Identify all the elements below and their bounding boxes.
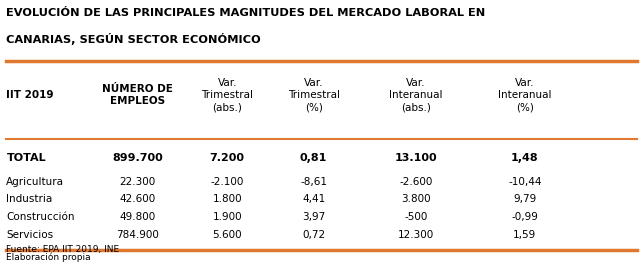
Text: Var.
Interanual
(%): Var. Interanual (%) (498, 78, 552, 112)
Text: 1.800: 1.800 (212, 194, 242, 204)
Text: Construcción: Construcción (6, 212, 75, 222)
Text: 7.200: 7.200 (210, 153, 244, 163)
Text: 899.700: 899.700 (112, 153, 163, 163)
Text: Var.
Interanual
(abs.): Var. Interanual (abs.) (389, 78, 443, 112)
Text: Elaboración propia: Elaboración propia (6, 253, 91, 262)
Text: 42.600: 42.600 (120, 194, 156, 204)
Text: -2.100: -2.100 (211, 176, 244, 187)
Text: 1,59: 1,59 (513, 229, 536, 240)
Text: 4,41: 4,41 (302, 194, 325, 204)
Text: 12.300: 12.300 (398, 229, 434, 240)
Text: IIT 2019: IIT 2019 (6, 90, 54, 100)
Text: 3.800: 3.800 (401, 194, 431, 204)
Text: NÚMERO DE
EMPLEOS: NÚMERO DE EMPLEOS (102, 84, 173, 107)
Text: -2.600: -2.600 (399, 176, 433, 187)
Text: 1,48: 1,48 (511, 153, 539, 163)
Text: -10,44: -10,44 (508, 176, 541, 187)
Text: TOTAL: TOTAL (6, 153, 46, 163)
Text: Servicios: Servicios (6, 229, 54, 240)
Text: 784.900: 784.900 (116, 229, 159, 240)
Text: -500: -500 (404, 212, 428, 222)
Text: Industria: Industria (6, 194, 52, 204)
Text: -0,99: -0,99 (511, 212, 538, 222)
Text: EVOLUCIÓN DE LAS PRINCIPALES MAGNITUDES DEL MERCADO LABORAL EN: EVOLUCIÓN DE LAS PRINCIPALES MAGNITUDES … (6, 8, 486, 18)
Text: 3,97: 3,97 (302, 212, 325, 222)
Text: 0,81: 0,81 (300, 153, 327, 163)
Text: Fuente: EPA IIT 2019, INE: Fuente: EPA IIT 2019, INE (6, 245, 120, 254)
Text: Agricultura: Agricultura (6, 176, 65, 187)
Text: 1.900: 1.900 (212, 212, 242, 222)
Text: CANARIAS, SEGÚN SECTOR ECONÓMICO: CANARIAS, SEGÚN SECTOR ECONÓMICO (6, 33, 261, 45)
Text: Var.
Trimestral
(abs.): Var. Trimestral (abs.) (201, 78, 253, 112)
Text: -8,61: -8,61 (300, 176, 327, 187)
Text: 13.100: 13.100 (395, 153, 437, 163)
Text: 9,79: 9,79 (513, 194, 536, 204)
Text: 22.300: 22.300 (120, 176, 156, 187)
Text: 49.800: 49.800 (120, 212, 156, 222)
Text: 5.600: 5.600 (212, 229, 242, 240)
Text: Var.
Trimestral
(%): Var. Trimestral (%) (287, 78, 340, 112)
Text: 0,72: 0,72 (302, 229, 325, 240)
